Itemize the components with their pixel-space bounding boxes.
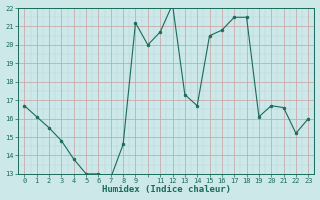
X-axis label: Humidex (Indice chaleur): Humidex (Indice chaleur) xyxy=(102,185,231,194)
